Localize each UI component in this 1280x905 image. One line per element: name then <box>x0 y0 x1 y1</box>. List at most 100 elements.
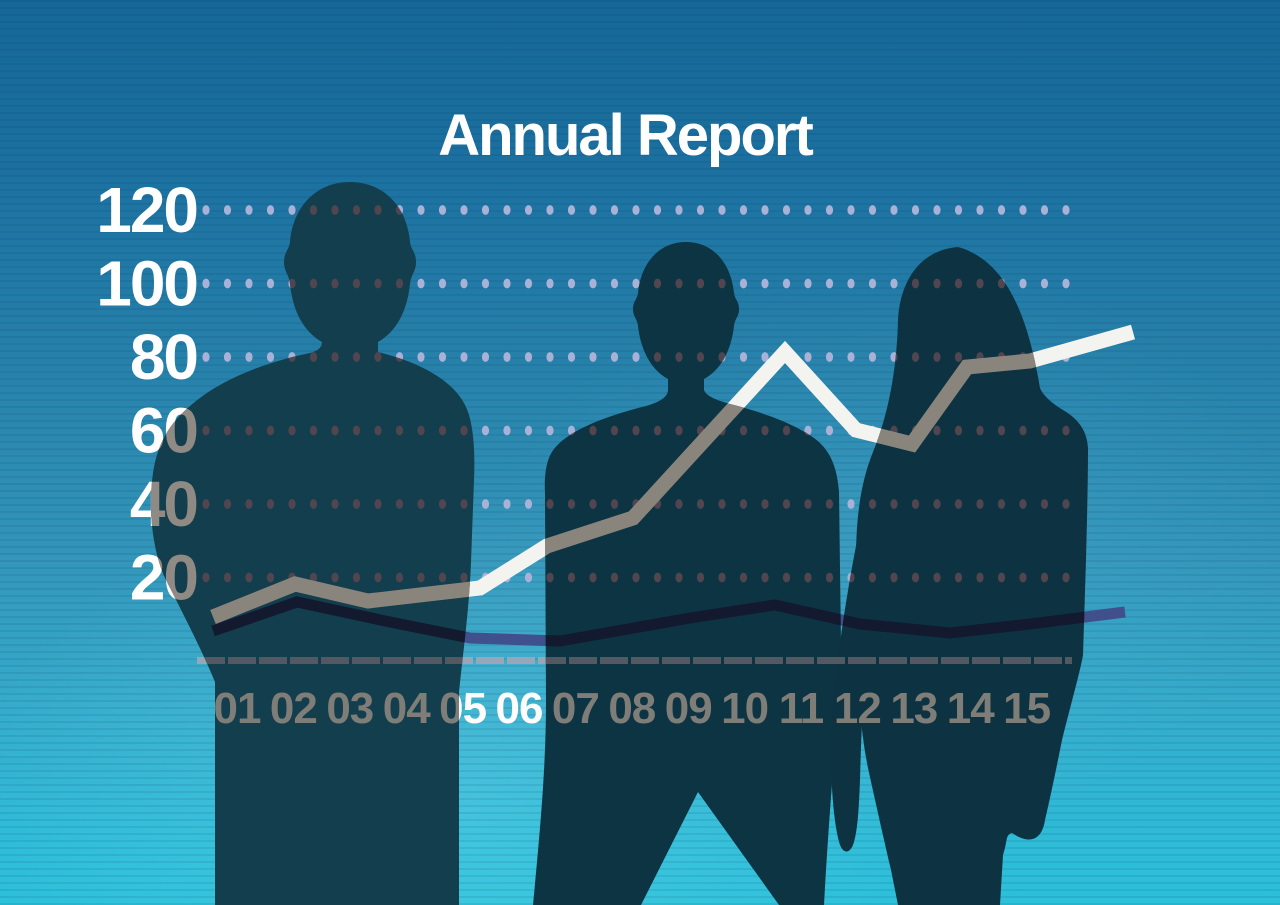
gridline-dot <box>739 499 748 509</box>
ruler-segment <box>507 657 535 664</box>
secondary-results-line <box>211 596 1088 647</box>
gridline-dot <box>503 499 511 509</box>
gridline-dot <box>374 499 382 509</box>
gridline-dot <box>825 425 834 436</box>
gridline-dot <box>1062 278 1070 289</box>
gridline-dot <box>546 572 554 583</box>
gridline-dot <box>589 278 597 289</box>
gridline-dot <box>223 425 232 436</box>
gridline-dot <box>804 572 812 583</box>
x-axis-tick-label: 01 <box>214 684 261 733</box>
gridline-dot <box>761 425 769 436</box>
ruler-segment <box>197 657 225 664</box>
x-axis-tick-label: 06 <box>496 684 543 733</box>
gridline-dot <box>309 205 318 215</box>
gridline-dot <box>202 499 210 509</box>
gridline-dot <box>1019 572 1027 583</box>
gridline-dot <box>223 572 232 583</box>
gridline-dot <box>933 425 941 436</box>
ruler-segment <box>228 657 256 664</box>
gridline-dot <box>610 425 619 436</box>
gridline-dot <box>997 205 1006 215</box>
gridline-dot <box>675 499 683 509</box>
gridline-dot <box>718 278 726 289</box>
gridline-dot <box>395 499 404 509</box>
gridline-dot <box>782 572 791 583</box>
gridline-dot <box>1019 499 1027 509</box>
gridline-dot <box>546 205 554 215</box>
silhouette-figures <box>150 182 1088 905</box>
gridline-dot <box>739 425 748 436</box>
x-axis-tick-label: 10 <box>721 684 768 733</box>
gridline-dot <box>675 425 683 436</box>
gridline-dot <box>438 278 447 289</box>
gridline-dot <box>245 499 253 509</box>
gridline-dot <box>804 499 812 509</box>
gridline-dot <box>1040 205 1049 215</box>
ruler-segment <box>476 657 504 664</box>
gridline-dot <box>266 278 275 289</box>
gridline-dot <box>589 352 597 362</box>
gridline-dot <box>632 572 640 583</box>
businesswoman-arm-silhouette <box>830 500 870 852</box>
gridline-dot <box>524 352 533 362</box>
gridline-dot <box>890 499 898 509</box>
gridline-dot <box>202 425 210 436</box>
gridline-dot <box>761 205 769 215</box>
gridline-dot <box>782 425 791 436</box>
y-axis-tick-label: 40 <box>130 468 197 540</box>
gridline-dot <box>352 572 361 583</box>
gridline-dot <box>395 572 404 583</box>
ruler-segment <box>259 657 287 664</box>
gridline-dot <box>653 572 662 583</box>
x-axis-tick-label: 15 <box>1003 684 1050 733</box>
gridline-dot <box>288 205 296 215</box>
gridline-dot <box>675 572 683 583</box>
gridline-dot <box>1062 499 1070 509</box>
gridline-dot <box>245 425 253 436</box>
gridline-dot <box>223 499 232 509</box>
gridline-dot <box>481 205 490 215</box>
gridline-dot <box>524 572 533 583</box>
gridline-dot <box>739 572 748 583</box>
ruler-segment <box>1065 657 1072 664</box>
ruler-segment <box>755 657 783 664</box>
gridline-dot <box>997 425 1006 436</box>
gridline-dot <box>309 572 318 583</box>
y-axis-tick-label: 120 <box>96 174 197 246</box>
gridline-dot <box>567 278 576 289</box>
gridline-dot <box>847 205 855 215</box>
gridline-dot <box>825 205 834 215</box>
gridline-dot <box>438 352 447 362</box>
gridline-dot <box>374 205 382 215</box>
gridline-dot <box>245 352 253 362</box>
gridline-dot <box>997 278 1006 289</box>
gridline-dot <box>288 425 296 436</box>
ruler-segment <box>290 657 318 664</box>
gridline-dot <box>546 352 554 362</box>
baseline-ruler <box>197 657 1072 664</box>
gridline-dot <box>223 352 232 362</box>
gridline-dot <box>288 499 296 509</box>
y-axis-tick-label: 100 <box>96 248 197 320</box>
gridline-dot <box>331 572 339 583</box>
y-axis-tick-label: 80 <box>130 321 197 393</box>
gridline-dot <box>331 278 339 289</box>
gridline-dot <box>589 425 597 436</box>
ruler-segment <box>662 657 690 664</box>
gridline-dot <box>696 352 705 362</box>
chart-title: Annual Report <box>438 103 813 168</box>
ruler-segment <box>538 657 566 664</box>
gridline-dot <box>438 425 447 436</box>
gridline-dot <box>567 499 576 509</box>
gridline-dot <box>911 352 920 362</box>
ruler-segment <box>786 657 814 664</box>
gridline-dot <box>438 205 447 215</box>
gridline-dot <box>567 205 576 215</box>
gridline-dot <box>223 278 232 289</box>
gridline-dot <box>567 352 576 362</box>
gridline-dot <box>739 278 748 289</box>
gridline-dot <box>567 572 576 583</box>
gridline-dot <box>352 278 361 289</box>
